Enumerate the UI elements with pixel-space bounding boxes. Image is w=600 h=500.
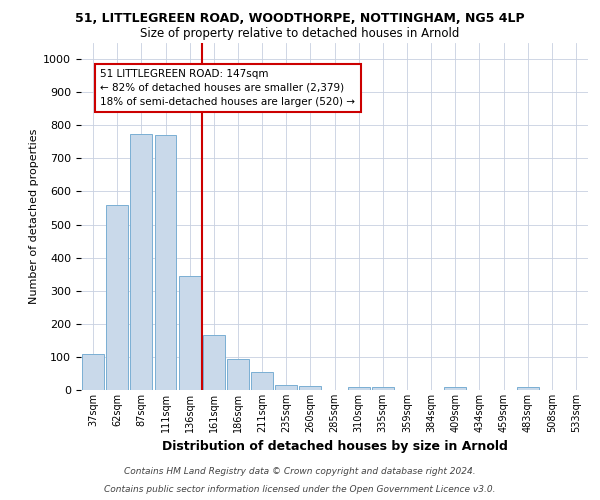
Bar [251,372,273,390]
Text: 51 LITTLEGREEN ROAD: 147sqm
← 82% of detached houses are smaller (2,379)
18% of : 51 LITTLEGREEN ROAD: 147sqm ← 82% of det… [100,69,355,107]
Bar [372,388,394,390]
Bar [275,385,297,390]
Bar [227,358,249,390]
Bar [203,336,224,390]
Y-axis label: Number of detached properties: Number of detached properties [29,128,39,304]
Bar [517,388,539,390]
Bar [106,204,128,390]
Bar [155,135,176,390]
Bar [299,386,321,390]
Bar [348,386,370,390]
Text: Contains HM Land Registry data © Crown copyright and database right 2024.: Contains HM Land Registry data © Crown c… [124,467,476,476]
X-axis label: Distribution of detached houses by size in Arnold: Distribution of detached houses by size … [161,440,508,454]
Bar [130,134,152,390]
Bar [82,354,104,390]
Text: Contains public sector information licensed under the Open Government Licence v3: Contains public sector information licen… [104,485,496,494]
Text: 51, LITTLEGREEN ROAD, WOODTHORPE, NOTTINGHAM, NG5 4LP: 51, LITTLEGREEN ROAD, WOODTHORPE, NOTTIN… [75,12,525,26]
Text: Size of property relative to detached houses in Arnold: Size of property relative to detached ho… [140,28,460,40]
Bar [445,388,466,390]
Bar [179,276,200,390]
